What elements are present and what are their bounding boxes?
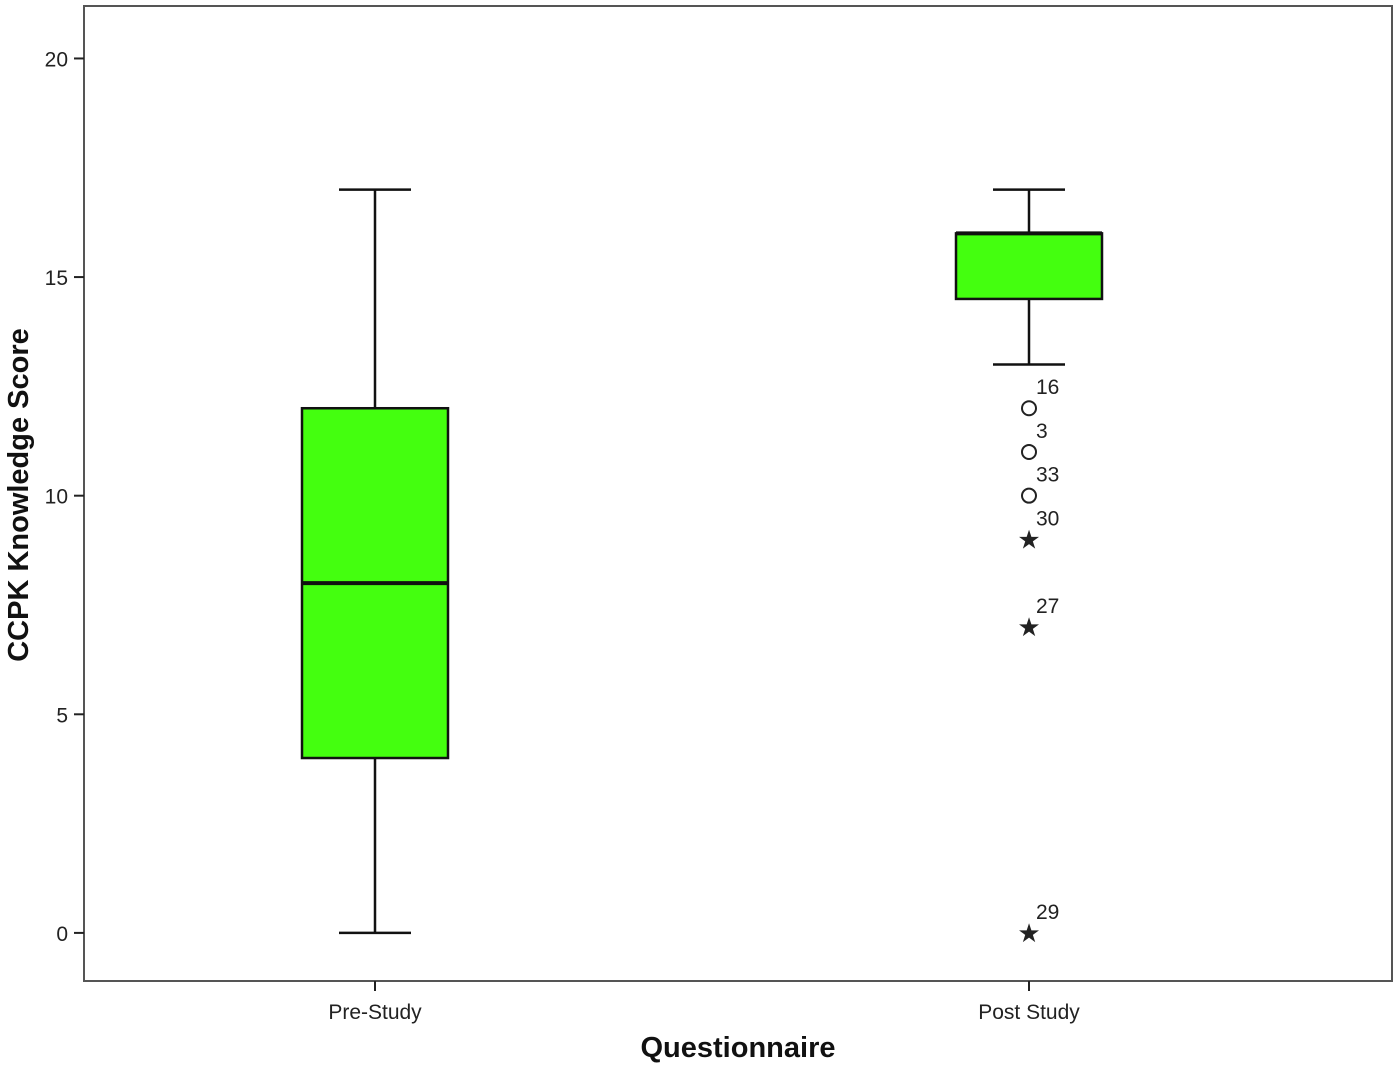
y-tick-label: 15 [45,267,68,290]
y-axis: 0 5 10 15 20 [45,48,84,946]
outlier-label: 30 [1036,507,1059,530]
extreme-star: ★ [1017,525,1040,555]
y-axis-title: CCPK Knowledge Score [3,328,35,662]
y-tick-label: 5 [56,704,68,727]
interquartile-box [954,232,1104,301]
outlier-label: 33 [1036,464,1059,487]
y-tick-label: 0 [56,923,68,946]
x-tick-label: Post Study [978,1001,1080,1024]
x-axis: Pre-Study Post Study [328,981,1080,1024]
outlier-label: 16 [1036,376,1059,399]
plot-frame [83,5,1393,982]
outlier-label: 27 [1036,595,1059,618]
outlier-label: 3 [1036,420,1048,443]
y-tick-label: 20 [45,48,68,71]
extreme-star: ★ [1017,613,1040,643]
x-axis-title: Questionnaire [641,1032,836,1064]
outlier-circle [1021,443,1037,460]
outlier-circle [1021,400,1037,417]
extreme-star: ★ [1017,919,1040,949]
outlier-circle [1021,487,1037,504]
box-pre-study [300,188,450,935]
x-tick-label: Pre-Study [328,1001,422,1024]
y-tick-label: 10 [45,486,68,509]
outlier-label: 29 [1036,901,1059,924]
